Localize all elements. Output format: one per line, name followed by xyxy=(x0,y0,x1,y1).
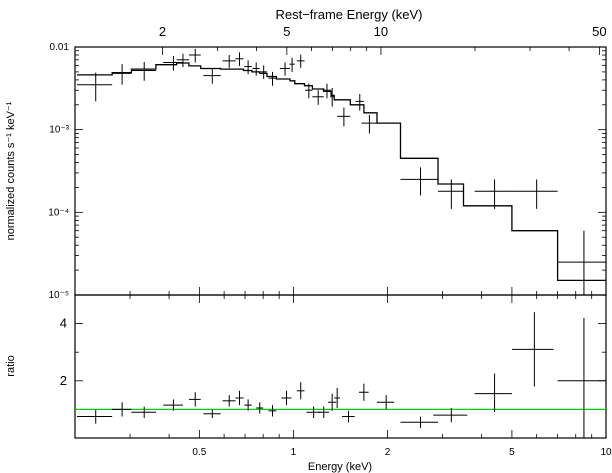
spectrum-point xyxy=(322,83,332,99)
ratio-point xyxy=(244,399,252,411)
x-tick-label: 2 xyxy=(385,447,391,458)
ratio-point xyxy=(256,402,264,414)
spectrum-point xyxy=(188,48,201,63)
spectrum-point xyxy=(511,179,558,209)
ratio-point xyxy=(77,409,113,424)
ratio-point xyxy=(188,392,201,407)
spectrum-point xyxy=(203,68,221,84)
spectrum-point xyxy=(289,57,295,72)
x-tick-label: 1 xyxy=(291,447,297,458)
spectrum-point xyxy=(131,61,156,81)
spectrum-point xyxy=(176,53,189,68)
axis-ticks xyxy=(74,46,607,438)
spectrum-point xyxy=(330,87,335,107)
spectrum-point xyxy=(268,71,277,86)
ratio-point xyxy=(358,383,369,401)
ratio-y-axis-title: ratio xyxy=(5,355,17,376)
ratio-point xyxy=(557,317,606,438)
ratio-y-tick-label: 4 xyxy=(60,316,67,331)
ratio-panel xyxy=(74,294,607,439)
spectrum-point xyxy=(260,65,268,80)
ratio-point xyxy=(334,387,341,408)
ratio-point xyxy=(268,405,277,417)
top-tick-label: 2 xyxy=(159,24,166,39)
ratio-frame xyxy=(74,294,607,439)
data-points xyxy=(77,48,606,438)
model-curve xyxy=(77,62,606,282)
spectrum-point xyxy=(337,107,351,127)
spectrum-point xyxy=(252,62,260,76)
spectrum-point xyxy=(222,55,236,68)
tick-labels: 0.5 1 2 5 10 2 5 10 50 0.01 10⁻³ 10⁻⁴ 10⁻⁵ 2 4 xyxy=(48,24,612,458)
top-tick-label: 50 xyxy=(592,24,606,39)
x-tick-label: 0.5 xyxy=(192,447,206,458)
ratio-point xyxy=(163,399,183,411)
top-axis-title: Rest−frame Energy (keV) xyxy=(275,7,422,22)
spectrum-point xyxy=(244,60,252,75)
y-tick-label: 0.01 xyxy=(50,42,70,53)
ratio-point xyxy=(306,406,321,418)
ratio-point xyxy=(112,402,132,417)
ratio-point xyxy=(376,395,395,410)
ratio-point xyxy=(296,382,305,400)
ratio-point xyxy=(433,407,468,423)
ratio-point xyxy=(203,409,221,418)
spectrum-point xyxy=(235,52,244,66)
y-tick-label: 10⁻³ xyxy=(49,125,69,136)
ratio-point xyxy=(400,416,438,428)
spectrum-point xyxy=(305,83,313,99)
spectrum-point xyxy=(437,179,464,209)
ratio-point xyxy=(474,373,512,413)
top-tick-label: 10 xyxy=(374,24,388,39)
x-tick-label: 10 xyxy=(600,447,612,458)
spectrum-point xyxy=(279,62,291,76)
ratio-point xyxy=(511,312,554,387)
x-axis-title: Energy (keV) xyxy=(308,461,372,473)
spectrum-point xyxy=(557,230,606,295)
ratio-point xyxy=(342,410,355,423)
x-tick-label: 5 xyxy=(509,447,515,458)
top-tick-label: 5 xyxy=(283,24,290,39)
spectrum-frame xyxy=(74,46,607,296)
ratio-point xyxy=(281,390,292,406)
spectrum-point xyxy=(163,55,183,71)
spectrum-point xyxy=(77,72,113,102)
ratio-point xyxy=(131,406,156,418)
ratio-point xyxy=(222,395,236,407)
model-step-curve xyxy=(77,62,606,282)
ratio-point xyxy=(235,390,244,406)
spectrum-point xyxy=(361,115,377,134)
ratio-point xyxy=(318,406,330,418)
spectrum-point xyxy=(400,167,438,196)
spectrum-point xyxy=(312,90,324,105)
ratio-point xyxy=(328,393,337,411)
spectrum-point xyxy=(112,64,132,85)
ratio-y-tick-label: 2 xyxy=(60,373,67,388)
spectrum-point xyxy=(474,179,512,209)
spectrum-point xyxy=(296,54,305,68)
spectrum-point xyxy=(355,94,364,111)
spectrum-panel xyxy=(74,46,607,296)
y-tick-label: 10⁻⁵ xyxy=(48,290,69,301)
y-tick-label: 10⁻⁴ xyxy=(48,207,69,218)
spectrum-y-axis-title: normalized counts s⁻¹ keV⁻¹ xyxy=(5,101,17,240)
